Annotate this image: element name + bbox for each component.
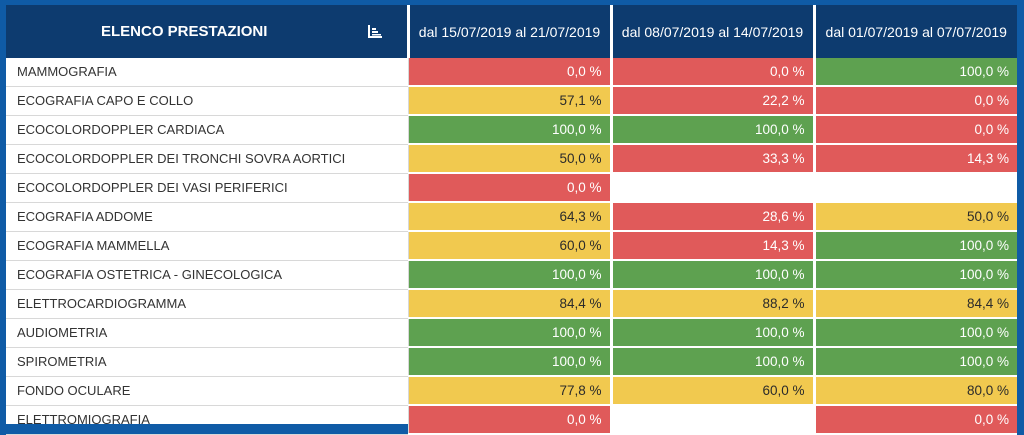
value-cell: 100,0 % xyxy=(611,260,816,290)
report-frame: ELENCO PRESTAZIONI dal 15/07/2019 al 21/… xyxy=(6,5,1017,435)
sort-icon[interactable] xyxy=(367,25,383,39)
value-cell: 88,2 % xyxy=(611,289,816,319)
row-label: MAMMOGRAFIA xyxy=(6,58,409,87)
row-label: ECOGRAFIA CAPO E COLLO xyxy=(6,86,409,116)
value-cell: 77,8 % xyxy=(408,376,613,406)
row-label: ECOGRAFIA ADDOME xyxy=(6,202,409,232)
value-cell: 100,0 % xyxy=(814,347,1017,377)
value-cell: 0,0 % xyxy=(814,86,1017,116)
value-cell: 100,0 % xyxy=(814,318,1017,348)
value-cell: 80,0 % xyxy=(814,376,1017,406)
value-cell: 100,0 % xyxy=(611,115,816,145)
row-label: ECOGRAFIA OSTETRICA - GINECOLOGICA xyxy=(6,260,409,290)
value-cell: 100,0 % xyxy=(611,318,816,348)
value-cell xyxy=(611,173,816,203)
value-cell: 84,4 % xyxy=(408,289,613,319)
table-row: ELETTROCARDIOGRAMMA 84,4 % 88,2 % 84,4 % xyxy=(6,289,1017,319)
value-cell: 0,0 % xyxy=(814,405,1017,435)
value-cell: 84,4 % xyxy=(814,289,1017,319)
value-cell: 14,3 % xyxy=(814,144,1017,174)
value-cell: 100,0 % xyxy=(814,260,1017,290)
value-cell: 100,0 % xyxy=(408,260,613,290)
table-row: ECOCOLORDOPPLER DEI TRONCHI SOVRA AORTIC… xyxy=(6,144,1017,174)
value-cell: 57,1 % xyxy=(408,86,613,116)
row-label: SPIROMETRIA xyxy=(6,347,409,377)
value-cell: 100,0 % xyxy=(611,347,816,377)
row-label: ECOCOLORDOPPLER DEI VASI PERIFERICI xyxy=(6,173,409,203)
value-cell: 50,0 % xyxy=(814,202,1017,232)
row-label: AUDIOMETRIA xyxy=(6,318,409,348)
value-cell: 60,0 % xyxy=(611,376,816,406)
value-cell: 28,6 % xyxy=(611,202,816,232)
value-cell: 22,2 % xyxy=(611,86,816,116)
column-header-week-3[interactable]: dal 01/07/2019 al 07/07/2019 xyxy=(814,5,1017,58)
value-cell: 60,0 % xyxy=(408,231,613,261)
table-row: ECOGRAFIA CAPO E COLLO 57,1 % 22,2 % 0,0 % xyxy=(6,86,1017,116)
row-label: ECOCOLORDOPPLER CARDIACA xyxy=(6,115,409,145)
value-cell: 0,0 % xyxy=(611,58,816,87)
column-header-week-2[interactable]: dal 08/07/2019 al 14/07/2019 xyxy=(611,5,816,58)
table-row: ECOCOLORDOPPLER DEI VASI PERIFERICI 0,0 % xyxy=(6,173,1017,203)
table-row: AUDIOMETRIA 100,0 % 100,0 % 100,0 % xyxy=(6,318,1017,348)
value-cell: 33,3 % xyxy=(611,144,816,174)
column-header-week-1[interactable]: dal 15/07/2019 al 21/07/2019 xyxy=(408,5,613,58)
table-title: ELENCO PRESTAZIONI xyxy=(101,23,268,40)
table-row: ECOCOLORDOPPLER CARDIACA 100,0 % 100,0 % 0,… xyxy=(6,115,1017,145)
value-cell: 64,3 % xyxy=(408,202,613,232)
prestazioni-table: ELENCO PRESTAZIONI dal 15/07/2019 al 21/… xyxy=(6,5,1017,435)
table-row: ECOGRAFIA OSTETRICA - GINECOLOGICA 100,0 … xyxy=(6,260,1017,290)
row-label: ELETTROCARDIOGRAMMA xyxy=(6,289,409,319)
value-cell: 0,0 % xyxy=(408,58,613,87)
value-cell: 100,0 % xyxy=(814,231,1017,261)
table-row: ECOGRAFIA MAMMELLA 60,0 % 14,3 % 100,0 % xyxy=(6,231,1017,261)
table-body: MAMMOGRAFIA 0,0 % 0,0 % 100,0 % ECOGRAFIA CA… xyxy=(6,58,1017,435)
value-cell: 100,0 % xyxy=(814,58,1017,87)
table-row: MAMMOGRAFIA 0,0 % 0,0 % 100,0 % xyxy=(6,58,1017,87)
table-row: FONDO OCULARE 77,8 % 60,0 % 80,0 % xyxy=(6,376,1017,406)
value-cell: 14,3 % xyxy=(611,231,816,261)
value-cell: 100,0 % xyxy=(408,115,613,145)
row-label: ECOCOLORDOPPLER DEI TRONCHI SOVRA AORTIC… xyxy=(6,144,409,174)
value-cell: 50,0 % xyxy=(408,144,613,174)
value-cell: 100,0 % xyxy=(408,347,613,377)
value-cell: 0,0 % xyxy=(814,115,1017,145)
value-cell: 0,0 % xyxy=(408,173,613,203)
value-cell: 100,0 % xyxy=(408,318,613,348)
row-label: ECOGRAFIA MAMMELLA xyxy=(6,231,409,261)
table-row: SPIROMETRIA 100,0 % 100,0 % 100,0 % xyxy=(6,347,1017,377)
value-cell xyxy=(611,405,816,435)
table-row: ELETTROMIOGRAFIA 0,0 % 0,0 % xyxy=(6,405,1017,435)
row-label: FONDO OCULARE xyxy=(6,376,409,406)
table-row: ECOGRAFIA ADDOME 64,3 % 28,6 % 50,0 % xyxy=(6,202,1017,232)
row-label: ELETTROMIOGRAFIA xyxy=(6,405,409,435)
value-cell xyxy=(814,173,1017,203)
value-cell: 0,0 % xyxy=(408,405,613,435)
header-row: ELENCO PRESTAZIONI dal 15/07/2019 al 21/… xyxy=(6,5,1017,58)
title-header: ELENCO PRESTAZIONI xyxy=(6,5,410,58)
